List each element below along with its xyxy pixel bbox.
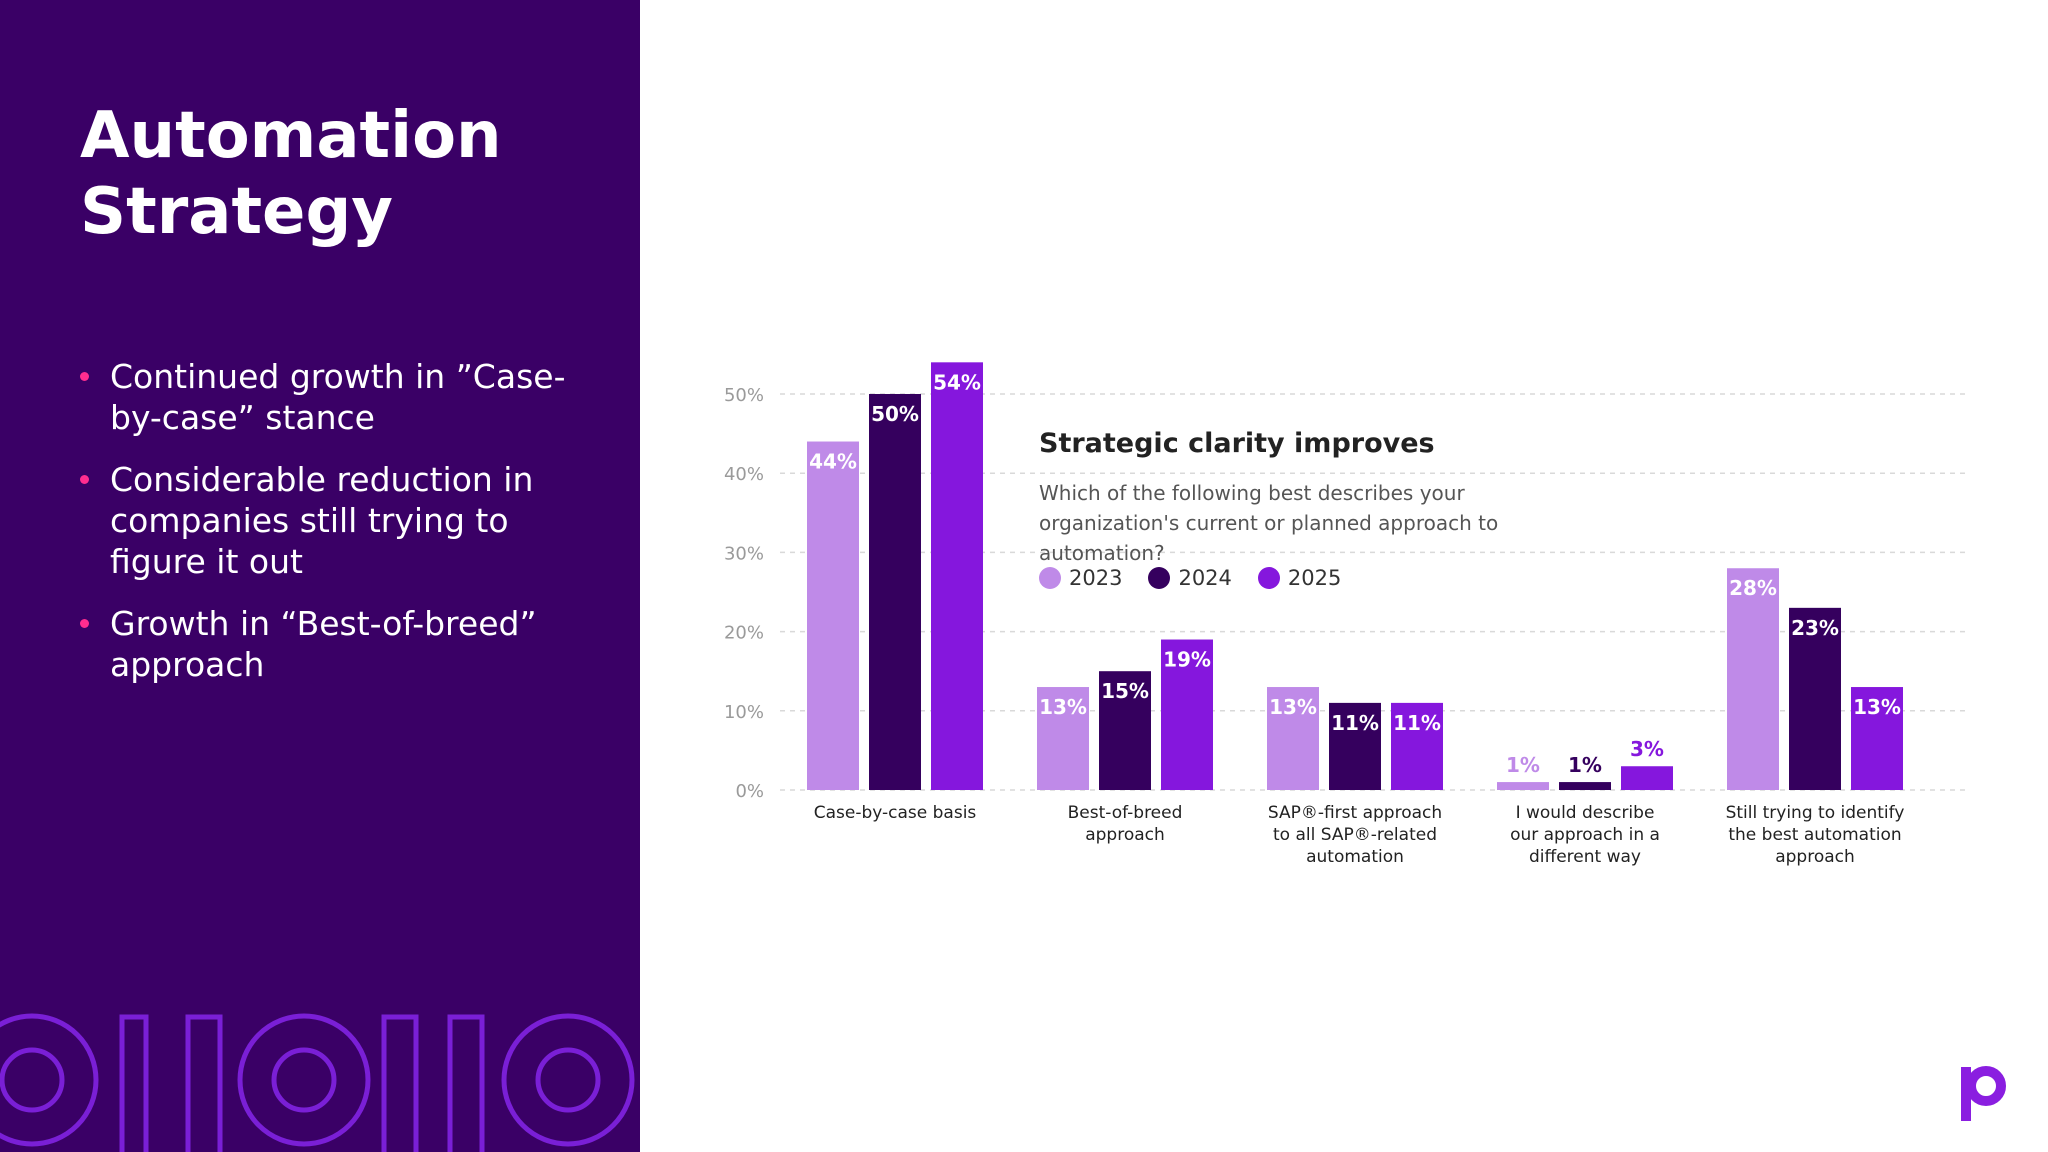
bar-2025 [1621,766,1673,790]
bar-2025 [1851,687,1903,790]
bullet-item: Growth in “Best-of-breed” approach [80,603,580,685]
bullet-item: Continued growth in ”Case-by-case” stanc… [80,356,580,438]
legend-label: 2025 [1287,566,1342,590]
bullet-dot-icon [80,475,89,484]
x-category-label: approach [1775,847,1855,867]
slide-title-line-1: Automation [80,99,502,173]
data-label: 15% [1101,679,1149,703]
bullet-dot-icon [80,619,89,628]
x-category-label: SAP®-first approach [1268,803,1442,823]
data-label: 13% [1269,695,1317,719]
chart-legend: 2023 2024 2025 [1039,566,1367,590]
data-label: 11% [1331,711,1379,735]
bullet-text: Considerable reduction in companies stil… [110,460,534,581]
bar-2023 [807,441,859,790]
bar-2023 [1267,687,1319,790]
x-category-label: Still trying to identify [1726,803,1905,823]
data-label: 50% [871,402,919,426]
x-category-label: Case-by-case basis [814,803,977,823]
bar-2023 [1727,568,1779,790]
data-label: 13% [1039,695,1087,719]
data-label: 28% [1729,576,1777,600]
legend-item-2025: 2025 [1257,566,1342,590]
brand-logo-icon [1961,1066,2006,1121]
bar-2025 [931,362,983,790]
data-label: 13% [1853,695,1901,719]
y-tick-label: 0% [735,781,764,802]
legend-item-2023: 2023 [1039,566,1122,590]
bar-2024 [869,394,921,790]
legend-label: 2023 [1069,566,1123,590]
x-category-label: I would describe [1516,803,1655,823]
left-panel: Automation Strategy Continued growth in … [0,0,640,1152]
x-category-label: automation [1306,847,1404,867]
data-label: 54% [933,370,981,394]
data-label: 19% [1163,648,1211,672]
bullet-text: Continued growth in ”Case-by-case” stanc… [110,357,566,437]
x-category-label: our approach in a [1510,825,1660,845]
chart-subtitle: Which of the following best describes yo… [1039,481,1499,565]
chart-title: Strategic clarity improves [1039,428,1435,459]
data-label: 3% [1630,737,1664,761]
x-category-label: Best-of-breed [1068,803,1183,823]
data-label: 44% [809,450,857,474]
bar-2025 [1391,702,1443,790]
bar-2023 [1037,687,1089,790]
y-tick-label: 30% [724,543,764,564]
y-tick-label: 10% [724,702,764,723]
slide-title-line-2: Strategy [80,175,393,249]
data-label: 1% [1568,753,1602,777]
legend-swatch-icon [1039,567,1061,589]
data-label: 11% [1393,711,1441,735]
ring-and-bar-pattern-icon [0,1013,635,1152]
bullet-item: Considerable reduction in companies stil… [80,459,580,582]
legend-swatch-icon [1148,567,1171,589]
data-label: 1% [1506,753,1540,777]
bullet-list: Continued growth in ”Case-by-case” stanc… [80,356,580,706]
y-tick-label: 20% [724,623,764,644]
y-tick-label: 40% [724,464,764,485]
legend-label: 2024 [1178,566,1232,590]
x-category-label: approach [1085,825,1165,845]
legend-swatch-icon [1257,567,1280,589]
legend-item-2024: 2024 [1148,566,1232,590]
bar-2023 [1497,782,1549,790]
slide-title: Automation Strategy [80,98,600,250]
bar-chart: 0% 10% 20% 30% 40% 50% 44% 13% 13% 1% 28% 50% 15% 11%… [724,362,1965,867]
y-tick-label: 50% [724,385,764,406]
x-category-label: the best automation [1728,825,1901,845]
bar-2024 [1099,671,1151,790]
bar-2024 [1329,702,1381,790]
chart-area: 0% 10% 20% 30% 40% 50% 44% 13% 13% 1% 28% 50% 15% 11%… [640,0,2048,1152]
bullet-text: Growth in “Best-of-breed” approach [110,604,537,684]
data-label: 23% [1791,616,1839,640]
x-category-label: to all SAP®-related [1273,825,1437,845]
x-category-label: different way [1529,847,1641,867]
bar-2025 [1161,639,1213,790]
bar-2024 [1559,782,1611,790]
bar-2024 [1789,607,1841,790]
bullet-dot-icon [80,372,89,381]
